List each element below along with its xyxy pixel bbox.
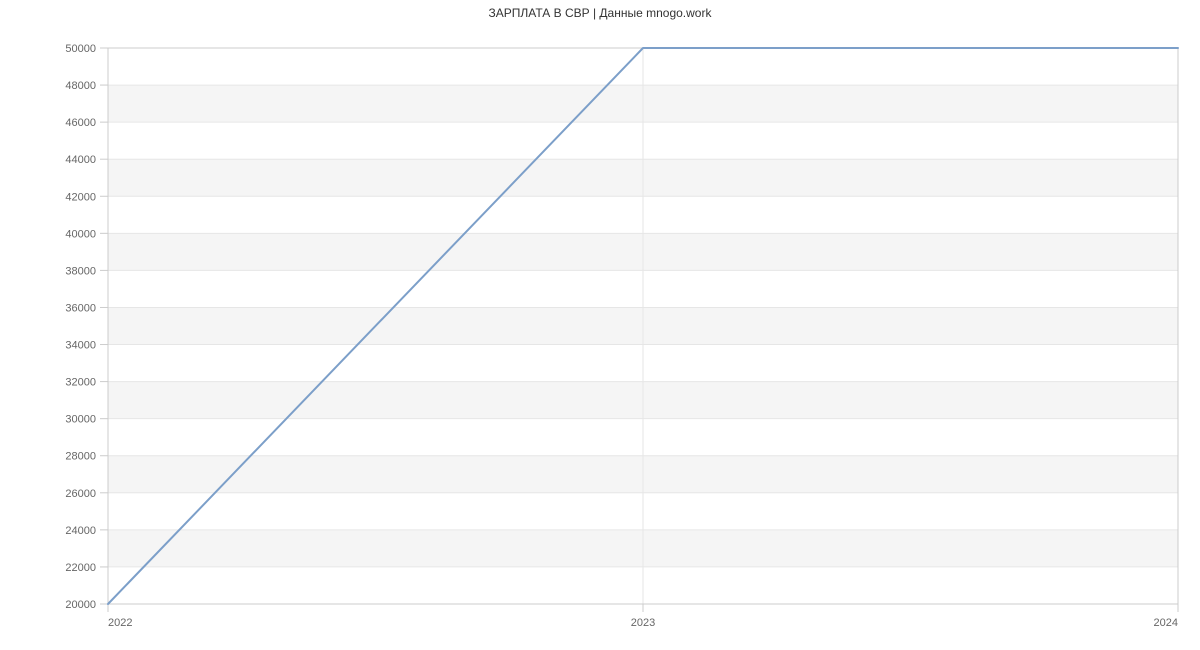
x-tick-label: 2023 bbox=[631, 617, 655, 629]
y-tick-label: 32000 bbox=[65, 377, 96, 389]
line-chart: 2022 2023 2024 20000 22000 24000 26000 28000 300… bbox=[0, 0, 1200, 650]
y-tick-label: 22000 bbox=[65, 562, 96, 574]
y-tick-label: 44000 bbox=[65, 154, 96, 166]
chart-container: ЗАРПЛАТА В СВР | Данные mnogo.work 20222… bbox=[0, 0, 1200, 650]
y-tick-label: 28000 bbox=[65, 451, 96, 463]
y-tick-label: 36000 bbox=[65, 302, 96, 314]
y-tick-label: 50000 bbox=[65, 43, 96, 55]
y-tick-label: 48000 bbox=[65, 80, 96, 92]
x-tick-label: 2024 bbox=[1154, 617, 1178, 629]
y-tick-label: 42000 bbox=[65, 191, 96, 203]
y-tick-label: 26000 bbox=[65, 488, 96, 500]
y-tick-label: 46000 bbox=[65, 117, 96, 129]
y-tick-label: 40000 bbox=[65, 228, 96, 240]
y-tick-label: 20000 bbox=[65, 599, 96, 611]
y-tick-label: 30000 bbox=[65, 414, 96, 426]
chart-title: ЗАРПЛАТА В СВР | Данные mnogo.work bbox=[0, 6, 1200, 20]
y-tick-label: 24000 bbox=[65, 525, 96, 537]
y-tick-label: 34000 bbox=[65, 340, 96, 352]
y-tick-label: 38000 bbox=[65, 265, 96, 277]
x-tick-label: 2022 bbox=[108, 617, 132, 629]
